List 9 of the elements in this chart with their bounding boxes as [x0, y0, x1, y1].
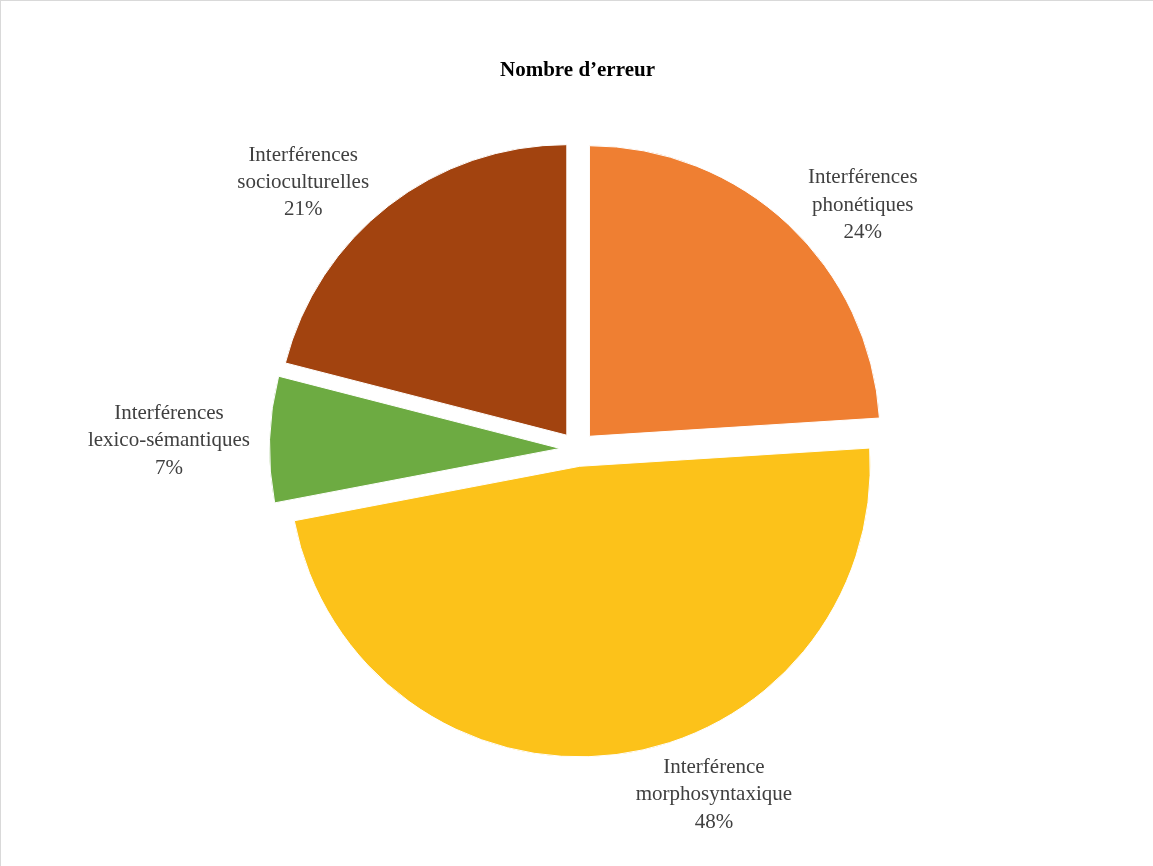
slice-label: Interférences phonétiques — [807, 164, 918, 216]
slice-label: Interférences lexico-sémantiques — [87, 399, 250, 452]
data-label: 48% — [694, 808, 734, 833]
data-label: 24% — [843, 218, 883, 243]
chart-title: Nombre d’erreur — [500, 57, 655, 82]
slice-label: Interférences socioculturelles — [237, 141, 370, 194]
slice-label: Interférence morphosyntaxique — [635, 753, 793, 806]
data-label: 7% — [154, 454, 183, 479]
data-label: 21% — [283, 196, 323, 221]
